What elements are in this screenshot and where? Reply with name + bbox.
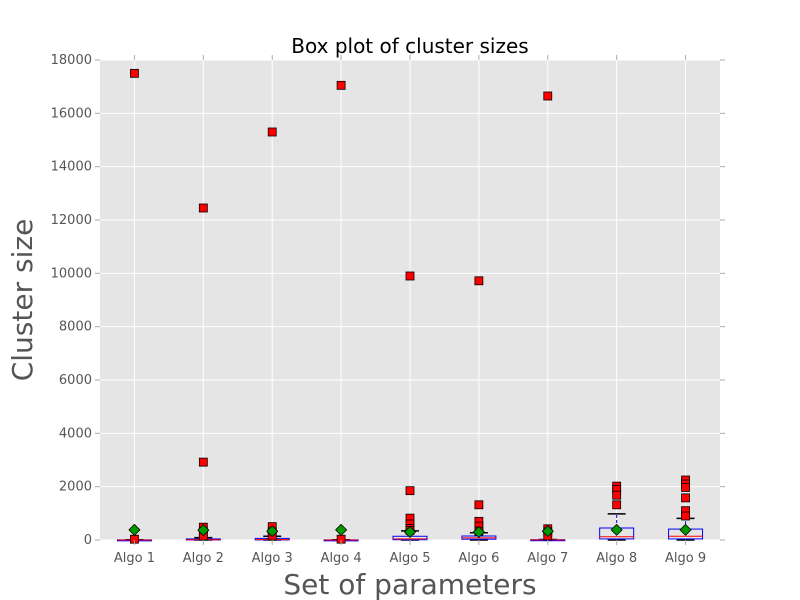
mean-marker xyxy=(541,525,554,538)
y-tick-label: 18000 xyxy=(51,53,92,68)
x-tick-label: Algo 1 xyxy=(114,551,155,566)
y-tick-label: 12000 xyxy=(51,213,92,228)
box-group xyxy=(530,91,566,542)
x-tick-label: Algo 4 xyxy=(321,551,362,566)
y-tick-label: 14000 xyxy=(51,160,92,175)
chart-title: Box plot of cluster sizes xyxy=(291,34,528,58)
y-tick-label: 10000 xyxy=(51,266,92,281)
y-axis-label: Cluster size xyxy=(6,219,39,382)
x-axis-label: Set of parameters xyxy=(283,568,536,600)
y-tick-label: 2000 xyxy=(59,480,92,495)
box-group xyxy=(185,203,221,541)
outlier-marker xyxy=(543,91,553,101)
box-group xyxy=(323,80,359,544)
box-group xyxy=(254,127,290,541)
x-tick-label: Algo 2 xyxy=(183,551,224,566)
outlier-marker xyxy=(336,80,346,90)
y-axis-ticks: 0 2000 4000 6000 8000 10000 12000 14000 16000 180… xyxy=(51,53,725,548)
x-tick-label: Algo 9 xyxy=(665,551,706,566)
outlier-marker xyxy=(612,500,622,510)
box-series xyxy=(116,68,704,544)
x-tick-label: Algo 3 xyxy=(252,551,293,566)
mean-marker xyxy=(472,525,485,539)
x-tick-label: Algo 5 xyxy=(389,551,430,566)
y-tick-label: 6000 xyxy=(59,373,92,388)
y-tick-label: 16000 xyxy=(51,106,92,121)
outlier-marker xyxy=(130,68,139,78)
outlier-marker xyxy=(267,127,277,137)
x-tick-label: Algo 6 xyxy=(458,551,499,566)
y-tick-label: 0 xyxy=(84,533,92,548)
mean-marker xyxy=(197,524,210,537)
outlier-marker xyxy=(474,276,484,286)
outlier-marker xyxy=(681,493,690,503)
mean-marker xyxy=(679,523,692,536)
x-axis-ticks: Algo 1 Algo 2 Algo 3 Algo 4 Algo 5 Algo 6 Algo… xyxy=(114,55,706,566)
outlier-marker xyxy=(405,271,415,281)
mean-marker xyxy=(610,523,623,536)
outlier-marker xyxy=(681,483,690,492)
mean-marker xyxy=(128,523,141,536)
box-group xyxy=(599,481,635,541)
outlier-marker xyxy=(198,457,208,467)
box-group xyxy=(461,276,497,541)
mean-marker xyxy=(266,525,279,538)
mean-marker xyxy=(403,525,417,539)
box-group xyxy=(392,271,428,541)
outlier-marker xyxy=(198,203,208,213)
outlier-marker xyxy=(474,500,484,510)
outlier-marker xyxy=(405,486,415,496)
box-group xyxy=(668,475,704,541)
outlier-marker xyxy=(681,511,690,521)
x-tick-label: Algo 8 xyxy=(596,551,637,566)
y-tick-label: 4000 xyxy=(59,426,92,441)
mean-marker xyxy=(335,523,348,536)
x-tick-label: Algo 7 xyxy=(527,551,568,566)
outlier-marker xyxy=(612,490,622,500)
y-tick-label: 8000 xyxy=(59,320,92,335)
